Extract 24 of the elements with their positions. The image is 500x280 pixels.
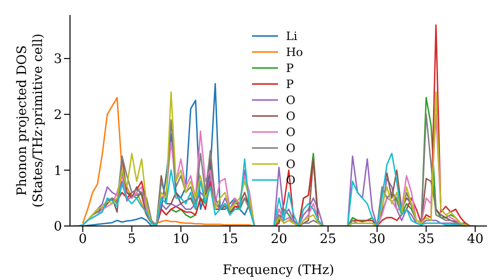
legend-label: O [286,140,296,156]
x-axis-title: Frequency (THz) [222,263,334,278]
x-tick-label: 35 [418,232,434,248]
y-axis-title: Phonon projected DOS (States/THz·primitive cell) [15,33,46,208]
legend-label: Ho [286,44,303,60]
x-tick-label: 20 [270,232,288,248]
x-tick-label: 5 [128,232,136,248]
x-tick-label: 25 [320,232,336,248]
y-tick-label: 0 [54,220,62,235]
legend-label: P [286,60,294,76]
x-tick-label: 10 [172,232,190,248]
legend-label: O [286,124,296,140]
x-tick-label: 40 [466,232,484,248]
x-tick-label: 0 [78,232,87,248]
x-tick-label: 15 [222,232,238,248]
y-tick-label: 3 [54,52,62,68]
y-tick-label: 2 [54,108,62,123]
legend-label: O [286,92,296,108]
legend-label: P [286,76,294,92]
legend-label: O [286,108,296,124]
legend-label: O [286,156,296,172]
legend-label: Li [286,28,298,44]
x-tick-label: 30 [368,232,386,248]
y-tick-label: 1 [54,164,62,179]
